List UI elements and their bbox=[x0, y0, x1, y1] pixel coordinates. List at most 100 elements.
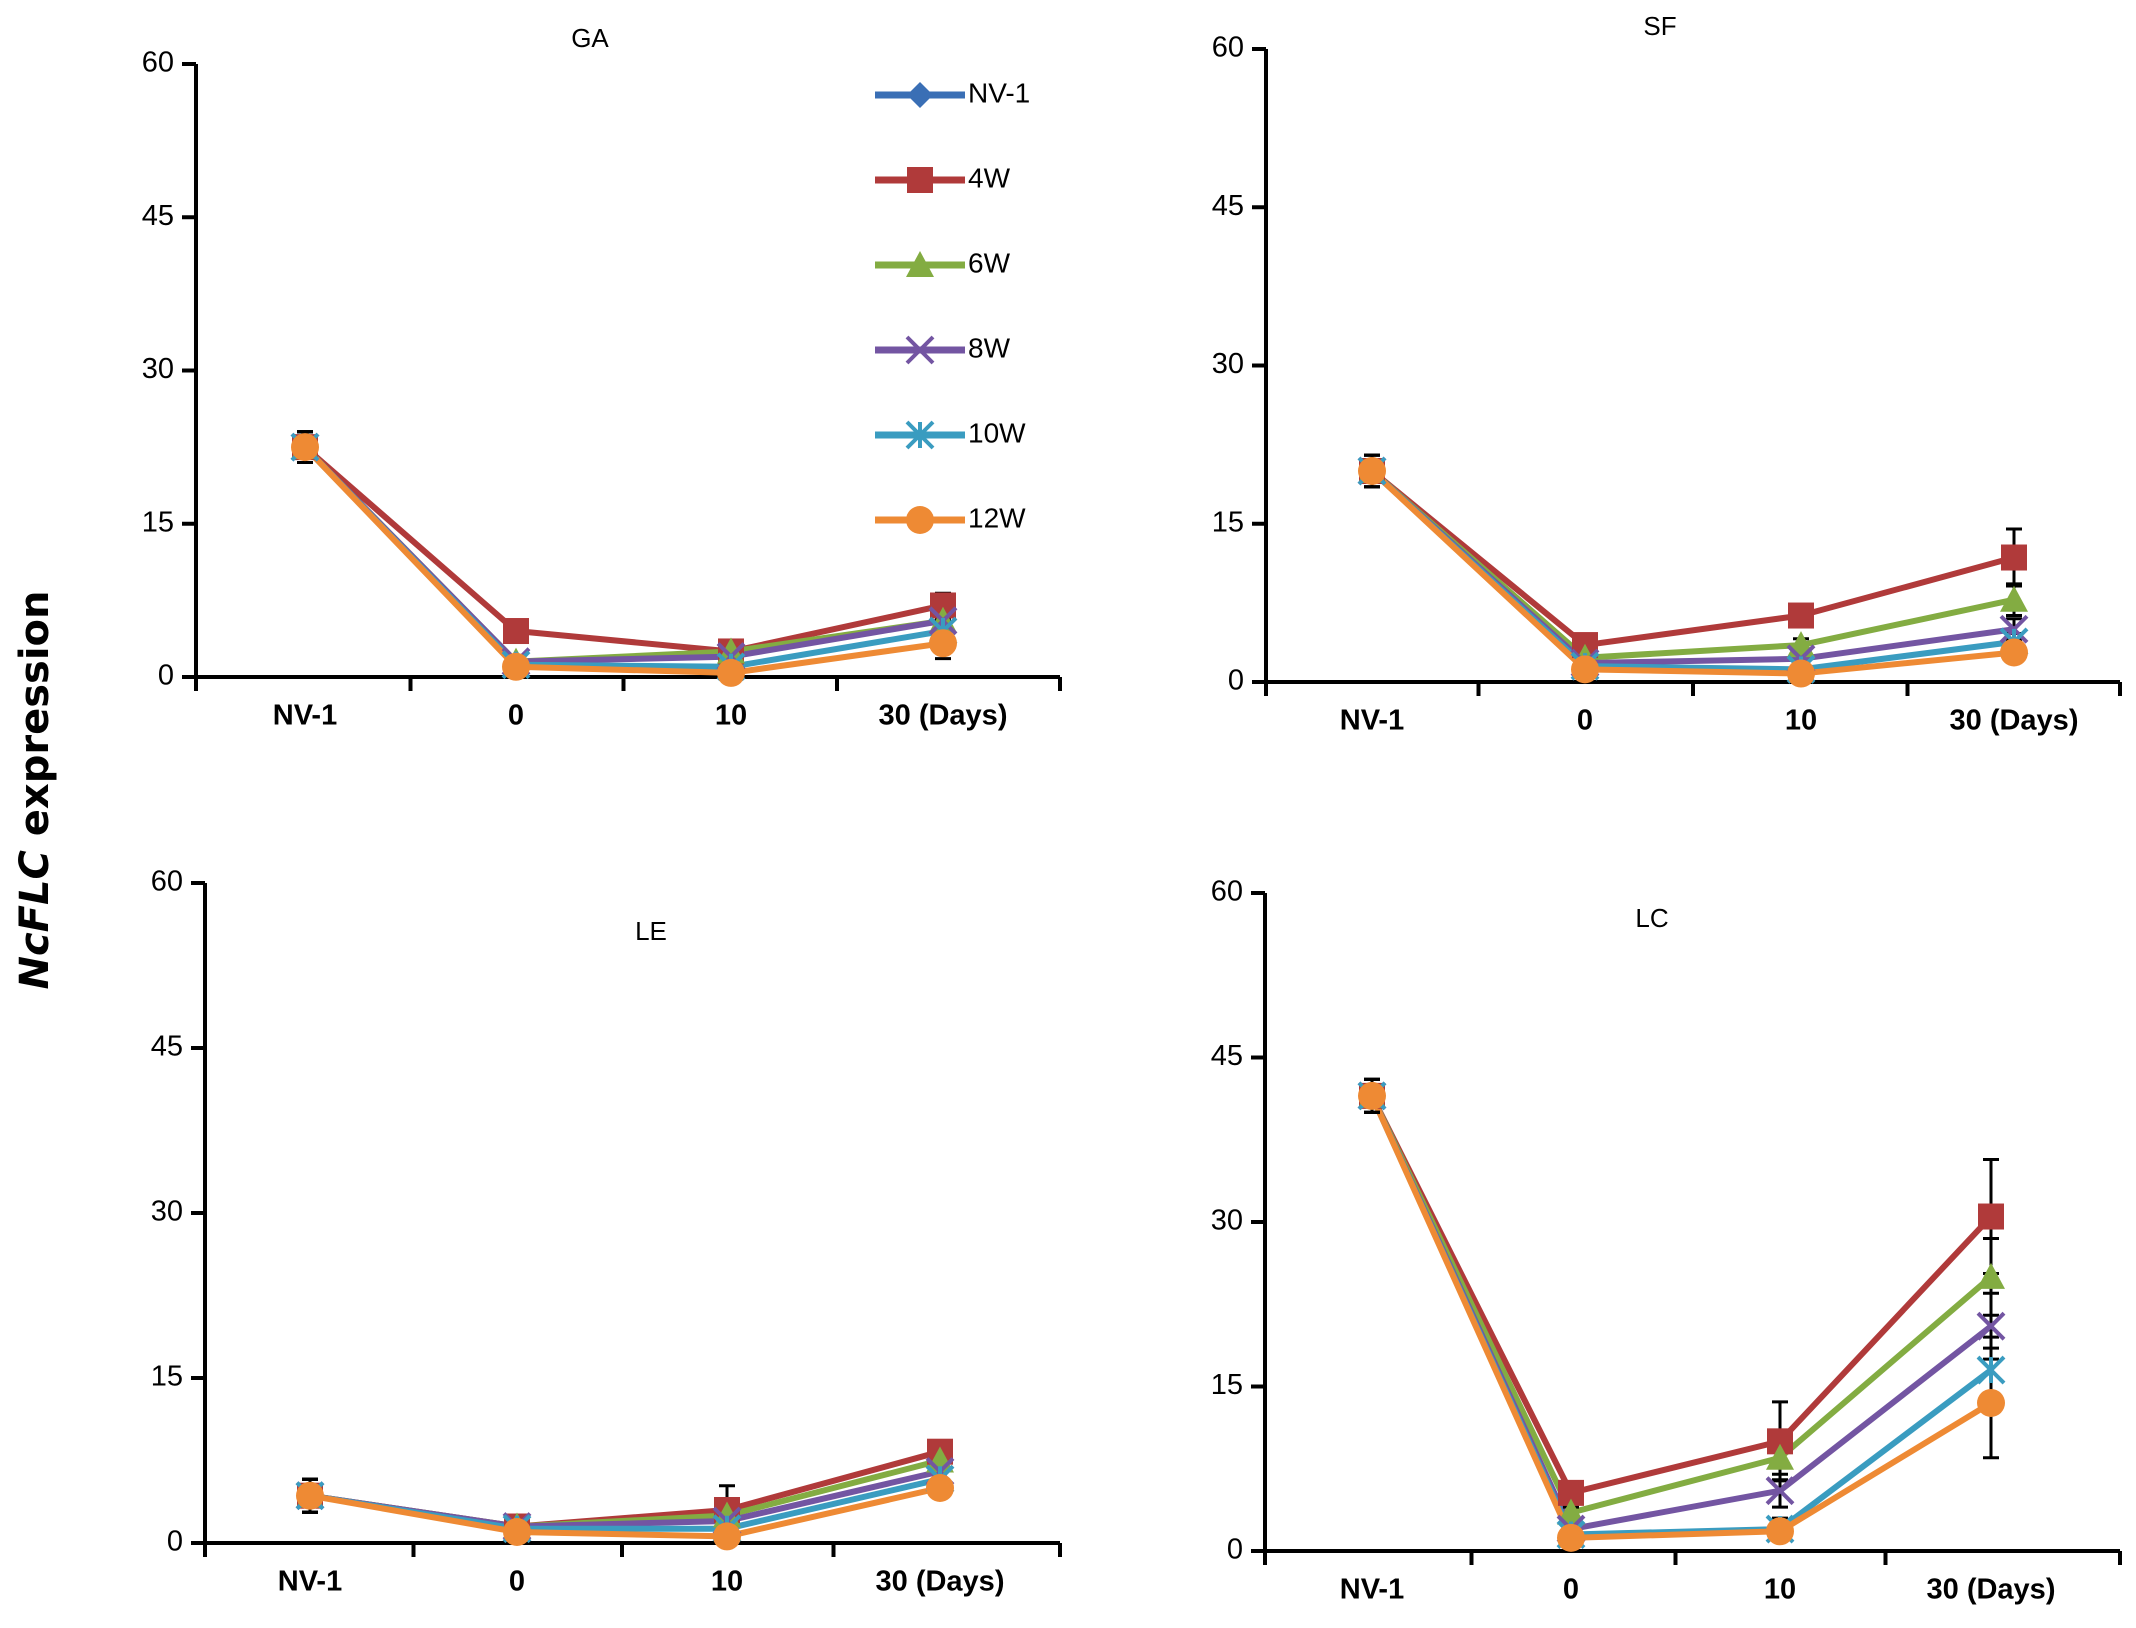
legend-label: 10W bbox=[968, 417, 1026, 448]
series-line-12w bbox=[302, 445, 944, 676]
x-tick-label: 0 bbox=[508, 700, 524, 732]
data-point-12w bbox=[1766, 1517, 1794, 1546]
y-tick-label: 15 bbox=[1211, 1369, 1243, 1401]
series-line-12w bbox=[1369, 1094, 1993, 1541]
data-point-12w bbox=[296, 1481, 324, 1510]
data-point-12w bbox=[1787, 659, 1815, 688]
data-point-6w bbox=[1977, 1262, 2005, 1289]
x-tick-label: 30 (Days) bbox=[876, 1566, 1005, 1598]
y-tick-label: 45 bbox=[151, 1031, 183, 1063]
chart-panel-lc: LC 0 15 30 45 60 NV-1 0 10 30 (Days) bbox=[1211, 876, 2122, 1606]
y-tick-label: 45 bbox=[1211, 1040, 1243, 1072]
legend-label: 8W bbox=[968, 332, 1011, 363]
panel-title: LC bbox=[1635, 903, 1668, 933]
x-tick-label: 10 bbox=[715, 700, 747, 732]
data-point-12w bbox=[1358, 457, 1386, 485]
data-point-12w bbox=[929, 629, 957, 658]
y-axis-title-rest: expression bbox=[12, 590, 58, 851]
panel-title: LE bbox=[635, 916, 667, 946]
data-point-8w bbox=[1976, 1311, 2006, 1341]
chart-panel-sf: SF 0 15 30 45 60 NV-1 0 10 30 (Days) bbox=[1212, 11, 2122, 737]
y-tick-label: 60 bbox=[142, 47, 174, 79]
x-tick-label: NV-1 bbox=[1340, 1574, 1404, 1606]
x-tick-label: 0 bbox=[509, 1566, 525, 1598]
y-tick-label: 0 bbox=[1228, 665, 1244, 697]
series-line-4w bbox=[1369, 1094, 1994, 1496]
series-line-12w bbox=[309, 1485, 941, 1540]
data-point-6w bbox=[1766, 1443, 1794, 1470]
data-point-12w bbox=[713, 1522, 741, 1551]
y-tick-label: 15 bbox=[151, 1361, 183, 1393]
series-line-4w bbox=[303, 444, 944, 655]
data-point-12w bbox=[717, 658, 745, 687]
data-point-12w bbox=[503, 1518, 531, 1546]
legend: NV-1 4W 6W 8W 10W 12W bbox=[875, 77, 1030, 534]
series-line-6w bbox=[302, 445, 944, 665]
y-tick-label: 30 bbox=[1212, 348, 1244, 380]
series-line-4w bbox=[1370, 468, 2015, 649]
series-line-8w bbox=[302, 445, 944, 665]
panel-title: GA bbox=[571, 23, 609, 53]
y-tick-label: 30 bbox=[1211, 1205, 1243, 1237]
data-point-6w bbox=[2000, 585, 2028, 612]
y-tick-label: 30 bbox=[151, 1196, 183, 1228]
x-tick-label: 0 bbox=[1563, 1574, 1579, 1606]
legend-label: 12W bbox=[968, 502, 1026, 533]
data-point-6w bbox=[1557, 1498, 1585, 1525]
series-group bbox=[290, 430, 958, 687]
y-tick-label: 60 bbox=[1212, 32, 1244, 64]
y-tick-label: 60 bbox=[1211, 876, 1243, 908]
y-axis-title-gene: NcFLC bbox=[12, 850, 58, 990]
data-point-12w bbox=[502, 652, 530, 681]
x-tick-label: NV-1 bbox=[1340, 705, 1404, 737]
data-point-12w bbox=[1571, 655, 1599, 684]
x-tick-label: 10 bbox=[1764, 1574, 1796, 1606]
series-line-8w bbox=[1369, 468, 2015, 667]
legend-marker-10w bbox=[905, 420, 935, 450]
x-tick-label: 0 bbox=[1577, 705, 1593, 737]
legend-marker-12w bbox=[906, 506, 934, 534]
x-tick-label: 30 (Days) bbox=[879, 700, 1008, 732]
data-point-4w bbox=[1788, 602, 1814, 629]
data-point-10w bbox=[1976, 1355, 2006, 1385]
series-group bbox=[295, 1438, 955, 1551]
data-point-4w bbox=[1978, 1203, 2004, 1230]
y-tick-label: 15 bbox=[142, 506, 174, 538]
legend-marker-4w bbox=[907, 167, 933, 193]
data-point-12w bbox=[1557, 1523, 1585, 1552]
series-group bbox=[1357, 1077, 2006, 1552]
y-tick-label: 0 bbox=[167, 1526, 183, 1558]
legend-marker-6w bbox=[906, 251, 934, 277]
series-line-12w bbox=[1369, 468, 2015, 677]
data-point-8w bbox=[1765, 1476, 1795, 1506]
x-tick-label: 10 bbox=[711, 1566, 743, 1598]
legend-label: NV-1 bbox=[968, 77, 1030, 108]
y-tick-label: 60 bbox=[151, 866, 183, 898]
x-tick-label: 30 (Days) bbox=[1950, 705, 2079, 737]
legend-label: 4W bbox=[968, 162, 1011, 193]
series-group bbox=[1357, 453, 2029, 688]
y-tick-label: 0 bbox=[1227, 1534, 1243, 1566]
series-line-6w bbox=[1369, 1094, 1993, 1516]
data-point-4w bbox=[503, 618, 529, 645]
data-point-12w bbox=[1977, 1388, 2005, 1417]
x-tick-label: NV-1 bbox=[273, 700, 337, 732]
legend-marker-8w bbox=[905, 335, 935, 365]
data-point-12w bbox=[1358, 1081, 1386, 1110]
chart-panel-ga: GA 0 15 30 45 60 NV-1 0 10 30 (Days) NV-1 4W 6W 8W 10W… bbox=[142, 23, 1062, 732]
data-point-12w bbox=[291, 433, 319, 462]
data-point-12w bbox=[926, 1474, 954, 1502]
chart-panel-le: LE 0 15 30 45 60 NV-1 0 10 30 (Days) bbox=[151, 866, 1062, 1598]
y-tick-label: 45 bbox=[1212, 190, 1244, 222]
y-tick-label: 45 bbox=[142, 200, 174, 232]
y-tick-label: 30 bbox=[142, 353, 174, 385]
y-axis-title: NcFLC expression bbox=[0, 0, 70, 1623]
y-tick-label: 15 bbox=[1212, 506, 1244, 538]
panel-title: SF bbox=[1643, 11, 1676, 41]
data-point-4w bbox=[2001, 544, 2027, 571]
x-tick-label: NV-1 bbox=[278, 1566, 342, 1598]
legend-label: 6W bbox=[968, 247, 1011, 278]
x-tick-label: 10 bbox=[1785, 705, 1817, 737]
